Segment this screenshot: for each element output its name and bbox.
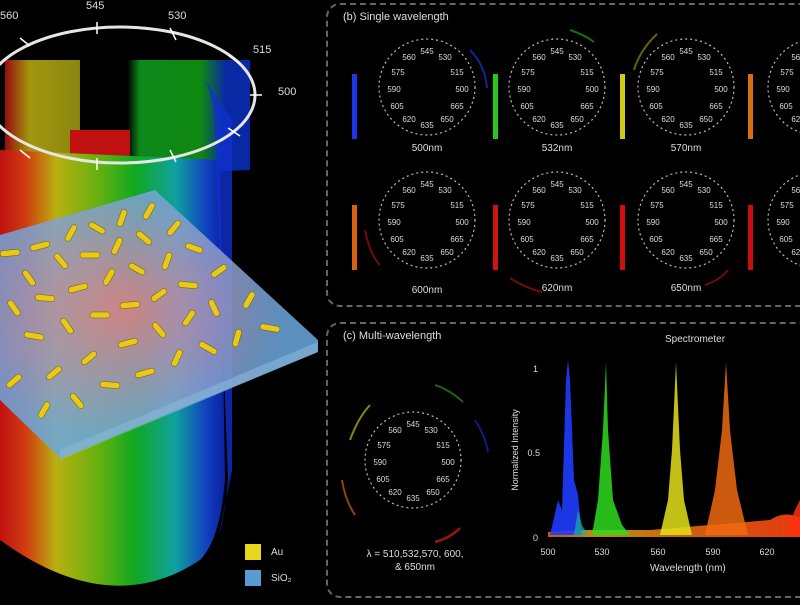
multi-wavelength-caption: λ = 510,532,570, 600, & 650nm [345, 548, 485, 574]
chart-title: Spectrometer [665, 334, 726, 345]
y-tick-0: 0 [533, 533, 538, 543]
x-tick-620: 620 [759, 547, 774, 557]
au-swatch [245, 544, 261, 560]
sio2-substrate [0, 190, 318, 458]
dial-label-500nm: 500nm [411, 143, 443, 154]
x-tick-590: 590 [705, 547, 720, 557]
ring-label: 515 [253, 44, 272, 56]
panel-c-title: (c) Multi-wavelength [343, 330, 442, 342]
dial-label-650nm: 650nm [670, 283, 702, 294]
legend-item-au: Au [245, 544, 283, 560]
multi-wavelength-dial [341, 384, 489, 544]
legend-label: SiO₂ [271, 572, 292, 584]
single-wavelength-dials: 545 530 515 500 665 650 635 620 605 590 … [352, 29, 800, 293]
legend-label: Au [271, 546, 284, 558]
y-tick-0.5: 0.5 [527, 448, 540, 458]
ring-label: 545 [86, 0, 105, 12]
ring-label: 500 [278, 86, 297, 98]
dial-label-600nm: 600nm [411, 285, 443, 296]
panel-b-title: (b) Single wavelength [343, 11, 449, 23]
sio2-swatch [245, 570, 261, 586]
panel-b-single-wavelength [326, 3, 800, 307]
cylinder-metasurface-graphic [0, 22, 318, 586]
x-axis-label: Wavelength (nm) [650, 563, 726, 574]
y-tick-1: 1 [533, 364, 538, 374]
dial-label-620nm: 620nm [541, 283, 573, 294]
x-tick-500: 500 [540, 547, 555, 557]
dial-label-532nm: 532nm [541, 143, 573, 154]
spectrometer-plot: 1 0.5 0 500 530 560 590 620 [527, 360, 800, 557]
x-tick-560: 560 [650, 547, 665, 557]
ring-label: 530 [168, 10, 187, 22]
gold-nanorods [0, 202, 281, 419]
caption-line-1: λ = 510,532,570, 600, [366, 549, 464, 560]
caption-line-2: & 650nm [394, 562, 436, 573]
legend-item-sio2: SiO₂ [245, 570, 292, 586]
panel-a-illustration: 560 545 530 515 500 Au SiO₂ [0, 0, 330, 600]
ring-label: 560 [0, 10, 19, 22]
dial-label-570nm: 570nm [670, 143, 702, 154]
x-tick-530: 530 [594, 547, 609, 557]
panel-c-multi-wavelength [326, 322, 800, 598]
